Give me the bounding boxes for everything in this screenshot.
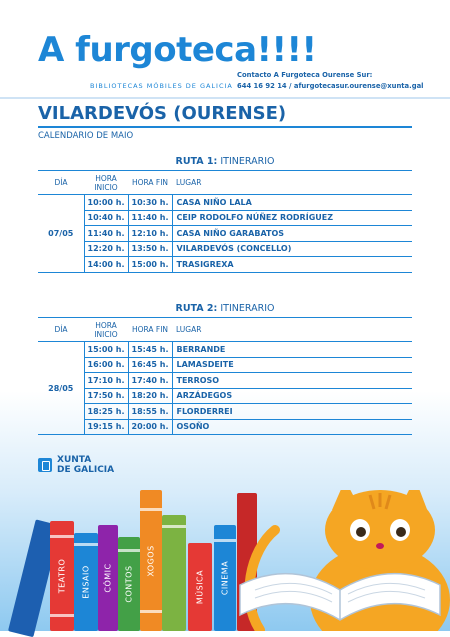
end-time: 15:00 h. — [127, 256, 172, 273]
xunta-text: XUNTA DE GALICIA — [57, 455, 114, 475]
start-time: 11:40 h. — [83, 225, 128, 242]
end-time: 12:10 h. — [127, 225, 172, 242]
col-hora-inicio: HORA INICIO — [84, 319, 128, 342]
book-comic: CÓMIC — [98, 525, 118, 631]
col-lugar: LUGAR — [172, 319, 412, 342]
start-time: 18:25 h. — [83, 403, 128, 420]
col-dia: DÍA — [38, 172, 84, 195]
end-time: 17:40 h. — [127, 372, 172, 389]
header: A furgoteca!!!! BIBLIOTECAS MÓBILES DE G… — [0, 0, 450, 100]
page-title: VILARDEVÓS (OURENSE) — [38, 103, 287, 124]
contact-line-1: Contacto A Furgoteca Ourense Sur: — [237, 71, 373, 79]
book-label: XOGOS — [146, 544, 156, 577]
table-row: 17:50 h. 18:20 h. ARZÁDEGOS — [38, 388, 412, 404]
table-row: 14:00 h. 15:00 h. TRASIGREXA — [38, 256, 412, 273]
route-1-label-bold: RUTA 1: — [175, 156, 218, 167]
end-time: 11:40 h. — [127, 210, 172, 226]
book-musica: MÚSICA — [188, 543, 212, 631]
table-header-row: DÍA HORA INICIO HORA FIN LUGAR — [38, 319, 412, 342]
book-teatro: TEATRO — [50, 521, 74, 631]
route-2-title: RUTA 2: ITINERARIO — [38, 303, 412, 314]
col-hora-fin: HORA FIN — [128, 319, 172, 342]
brand-subtitle: BIBLIOTECAS MÓBILES DE GALICIA — [90, 82, 233, 90]
xunta-crest-icon — [38, 458, 52, 472]
route-2-rule — [38, 317, 412, 318]
route-2-label: ITINERARIO — [217, 303, 275, 314]
end-time: 15:45 h. — [127, 341, 172, 358]
place: BERRANDE — [171, 341, 412, 358]
table-row: 18:25 h. 18:55 h. FLORDERREI — [38, 403, 412, 420]
book-label: MÚSICA — [195, 569, 205, 605]
place: CASA NIÑO GARABATOS — [171, 225, 412, 242]
table-row: 28/05 15:00 h. 15:45 h. BERRANDE — [38, 341, 412, 435]
route-1-title: RUTA 1: ITINERARIO — [38, 156, 412, 167]
place: LAMASDEITE — [171, 357, 412, 373]
start-time: 12:20 h. — [83, 241, 128, 257]
end-time: 13:50 h. — [127, 241, 172, 257]
month-label: CALENDARIO DE MAIO — [38, 131, 134, 141]
col-dia: DÍA — [38, 319, 84, 342]
route-2-label-bold: RUTA 2: — [175, 303, 218, 314]
table-row: 19:15 h. 20:00 h. OSOÑO — [38, 419, 412, 435]
end-time: 18:20 h. — [127, 388, 172, 404]
place: FLORDERREI — [171, 403, 412, 420]
book-label: TEATRO — [57, 558, 67, 594]
route-1-table: DÍA HORA INICIO HORA FIN LUGAR 07/05 10:… — [38, 172, 412, 273]
end-time: 16:45 h. — [127, 357, 172, 373]
end-time: 20:00 h. — [127, 419, 172, 435]
start-time: 15:00 h. — [83, 341, 128, 358]
header-divider — [0, 97, 450, 99]
table-row: 17:10 h. 17:40 h. TERROSO — [38, 372, 412, 389]
start-time: 14:00 h. — [83, 256, 128, 273]
start-time: 17:50 h. — [83, 388, 128, 404]
route-1-label: ITINERARIO — [217, 156, 275, 167]
col-hora-inicio: HORA INICIO — [84, 172, 128, 195]
book-label: CONTOS — [124, 565, 134, 603]
place: CASA NIÑO LALA — [171, 194, 412, 211]
book-cinema: CINEMA — [214, 525, 236, 631]
route-2-table: DÍA HORA INICIO HORA FIN LUGAR 28/05 15:… — [38, 319, 412, 435]
title-rule — [38, 126, 412, 128]
book-xogos: XOGOS — [140, 490, 162, 631]
contact-line-2[interactable]: 644 16 92 14 / afurgotecasur.ourense@xun… — [237, 82, 424, 90]
place: OSOÑO — [171, 419, 412, 435]
contact-info: Contacto A Furgoteca Ourense Sur: 644 16… — [237, 70, 424, 92]
place: CEIP RODOLFO NÚÑEZ RODRÍGUEZ — [171, 210, 412, 226]
route-1-date: 07/05 — [38, 194, 84, 273]
book-label: CÓMIC — [103, 563, 113, 593]
place: TRASIGREXA — [171, 256, 412, 273]
end-time: 10:30 h. — [127, 194, 172, 211]
start-time: 10:40 h. — [83, 210, 128, 226]
table-header-row: DÍA HORA INICIO HORA FIN LUGAR — [38, 172, 412, 195]
xunta-logo: XUNTA DE GALICIA — [38, 455, 114, 475]
books-illustration: TEATRO ENSAIO CÓMIC CONTOS XOGOS MÚSICA … — [0, 490, 450, 637]
route-2-date: 28/05 — [38, 341, 84, 435]
brand-logo: A furgoteca!!!! — [38, 30, 317, 70]
place: VILARDEVÓS (CONCELLO) — [171, 241, 412, 257]
start-time: 17:10 h. — [83, 372, 128, 389]
cat-reading-icon — [239, 490, 450, 631]
table-row: 11:40 h. 12:10 h. CASA NIÑO GARABATOS — [38, 225, 412, 242]
end-time: 18:55 h. — [127, 403, 172, 420]
table-row: 10:40 h. 11:40 h. CEIP RODOLFO NÚÑEZ ROD… — [38, 210, 412, 226]
place: TERROSO — [171, 372, 412, 389]
book-contos: CONTOS — [118, 537, 140, 631]
place: ARZÁDEGOS — [171, 388, 412, 404]
book-green — [162, 515, 186, 631]
start-time: 19:15 h. — [83, 419, 128, 435]
xunta-line-2: DE GALICIA — [57, 465, 115, 475]
col-hora-fin: HORA FIN — [128, 172, 172, 195]
table-row: 16:00 h. 16:45 h. LAMASDEITE — [38, 357, 412, 373]
start-time: 10:00 h. — [83, 194, 128, 211]
book-label: ENSAIO — [81, 565, 91, 599]
start-time: 16:00 h. — [83, 357, 128, 373]
book-ensaio: ENSAIO — [74, 533, 98, 631]
xunta-line-1: XUNTA — [57, 455, 92, 465]
col-lugar: LUGAR — [172, 172, 412, 195]
route-1-rule — [38, 170, 412, 171]
table-row: 07/05 10:00 h. 10:30 h. CASA NIÑO LALA — [38, 194, 412, 273]
table-row: 12:20 h. 13:50 h. VILARDEVÓS (CONCELLO) — [38, 241, 412, 257]
